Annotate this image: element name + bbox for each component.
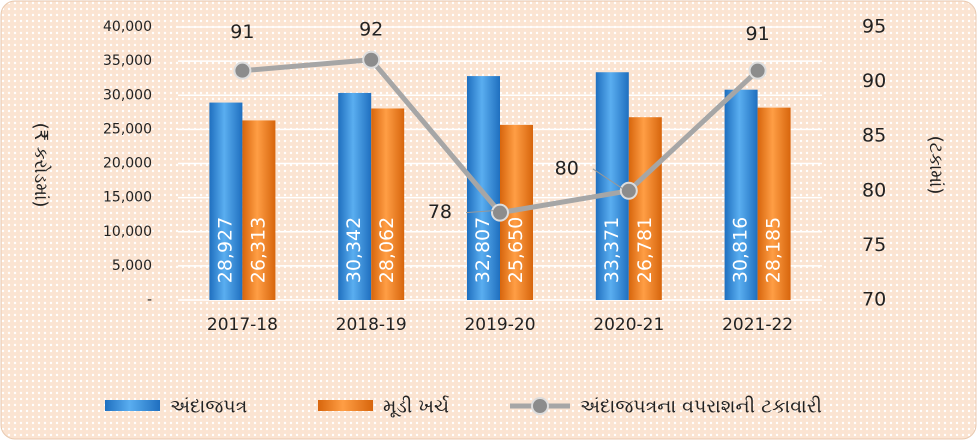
leader-line <box>465 210 495 214</box>
y2-tick-label: 90 <box>862 70 886 92</box>
bar <box>467 76 500 300</box>
line-marker <box>491 203 509 222</box>
bar <box>209 102 243 300</box>
x-tick-label: 2018-19 <box>336 315 407 335</box>
line-marker <box>748 61 767 80</box>
y-tick-label: 15,000 <box>103 190 152 206</box>
y2-tick-label: 75 <box>862 234 886 256</box>
bar <box>757 107 791 300</box>
x-tick-label: 2021-22 <box>722 315 793 335</box>
bar-value-label: 28,927 <box>214 217 236 283</box>
line-value-label: 80 <box>555 157 579 179</box>
bar-value-label: 33,371 <box>601 217 623 283</box>
bar-value-label: 30,816 <box>730 217 752 283</box>
y2-tick-label: 70 <box>862 289 886 311</box>
line-value-label: 91 <box>230 21 254 43</box>
legend-swatch <box>318 400 373 411</box>
x-tick-label: 2017-18 <box>207 315 278 335</box>
line-value-label: 78 <box>428 201 452 223</box>
y2-axis-label: (ટકામાં) <box>925 136 946 195</box>
bar <box>628 117 662 301</box>
legend-swatch <box>105 400 160 411</box>
line-value-label: 91 <box>746 23 770 45</box>
bar-value-label: 26,313 <box>247 217 269 283</box>
bar <box>242 120 276 300</box>
bar-value-label: 28,185 <box>763 217 785 283</box>
line-value-label: 92 <box>359 18 383 40</box>
y-axis-label: (₹ કરોડમાં) <box>30 123 51 208</box>
bar-value-label: 28,062 <box>376 217 398 283</box>
y-tick-label: 40,000 <box>103 19 152 35</box>
bar <box>338 92 372 300</box>
bar-value-label: 26,781 <box>634 217 656 283</box>
y-tick-label: 35,000 <box>103 53 152 69</box>
y-tick-label: 20,000 <box>103 156 152 172</box>
y2-tick-label: 80 <box>862 179 886 201</box>
bar <box>724 89 758 300</box>
y-tick-label: 25,000 <box>103 121 152 137</box>
x-tick-label: 2020-21 <box>593 315 664 335</box>
legend-label: મૂડી ખર્ચ <box>383 396 449 418</box>
line-marker <box>362 50 381 69</box>
bar-value-label: 32,807 <box>472 217 494 283</box>
y2-tick-label: 95 <box>862 16 886 38</box>
line-marker <box>619 181 638 200</box>
legend-label: અંદાજપત્ર <box>170 396 247 418</box>
leader-line <box>592 168 624 190</box>
y-tick-label: 30,000 <box>103 87 152 103</box>
bar-value-label: 25,650 <box>505 217 527 283</box>
legend-swatch <box>531 397 549 415</box>
bar-value-label: 30,342 <box>343 217 365 283</box>
y-tick-label: 5,000 <box>112 258 152 274</box>
x-tick-label: 2019-20 <box>464 315 535 335</box>
legend-label: અંદાજપત્રના વપરાશની ટકાવારી <box>580 396 822 418</box>
y2-tick-label: 85 <box>862 125 886 147</box>
bar <box>371 108 405 300</box>
y-tick-label: 10,000 <box>103 224 152 240</box>
line-marker <box>233 61 252 80</box>
y-tick-label: - <box>147 292 152 308</box>
